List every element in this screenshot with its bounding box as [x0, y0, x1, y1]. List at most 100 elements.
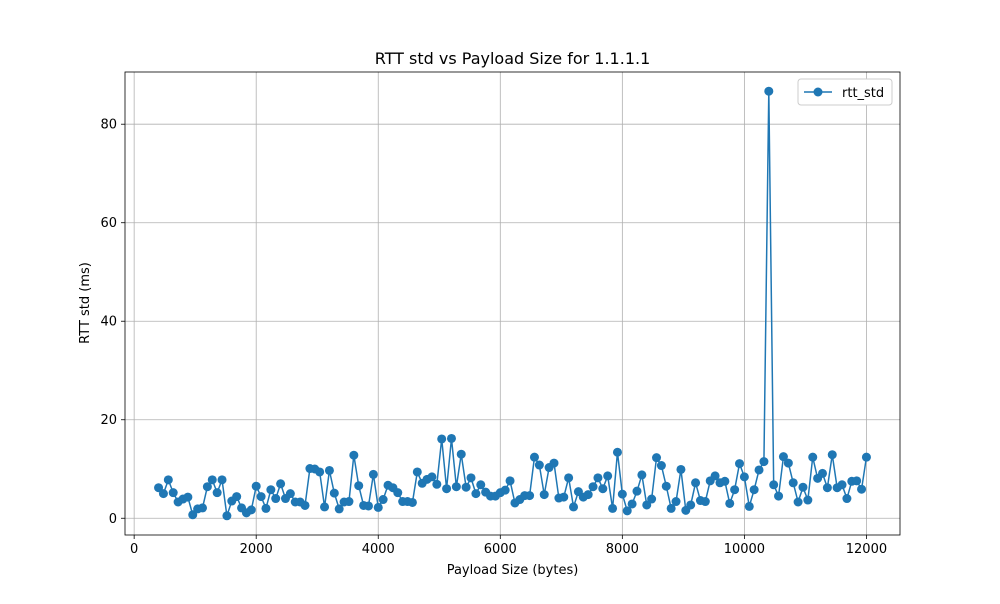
data-point [627, 499, 637, 509]
data-point [451, 482, 461, 492]
data-point [222, 511, 232, 521]
data-point [183, 492, 193, 502]
data-point [744, 501, 754, 511]
data-point [300, 500, 310, 510]
data-point [427, 472, 437, 482]
data-point [256, 492, 266, 502]
x-tick-label: 0 [130, 542, 138, 557]
data-point [261, 503, 271, 513]
data-point [642, 500, 652, 510]
data-point [798, 482, 808, 492]
data-point [778, 452, 788, 462]
data-point [559, 492, 569, 502]
data-point [769, 480, 779, 490]
data-point [539, 490, 549, 500]
legend: rtt_std [797, 78, 893, 106]
data-point [637, 470, 647, 480]
data-point [368, 469, 378, 479]
data-point [793, 497, 803, 507]
legend-marker-swatch [813, 87, 823, 97]
data-point [788, 478, 798, 488]
data-point [549, 458, 559, 468]
x-axis-ticks: 0 2000 4000 6000 8000 10000 12000 [130, 535, 887, 557]
data-point [168, 488, 178, 498]
data-point [808, 452, 818, 462]
data-point [232, 492, 242, 502]
x-tick-label: 12000 [846, 542, 887, 557]
data-point [783, 458, 793, 468]
data-point [774, 491, 784, 501]
data-point [617, 489, 627, 499]
data-point [344, 497, 354, 507]
data-point [603, 471, 613, 481]
data-point [476, 480, 486, 490]
y-tick-label: 20 [100, 413, 117, 428]
data-point [202, 482, 212, 492]
chart-title: RTT std vs Payload Size for 1.1.1.1 [375, 49, 651, 68]
data-point [271, 494, 281, 504]
data-point [285, 489, 295, 499]
data-point [861, 452, 871, 462]
data-point [749, 485, 759, 495]
data-point [710, 471, 720, 481]
data-point [466, 473, 476, 483]
data-point [686, 500, 696, 510]
data-point [735, 459, 745, 469]
data-point [569, 502, 579, 512]
data-point [822, 483, 832, 493]
data-point [700, 497, 710, 507]
data-point [720, 476, 730, 486]
x-axis-label: Payload Size (bytes) [447, 563, 579, 578]
y-axis-label: RTT std (ms) [78, 262, 93, 344]
data-point [837, 480, 847, 490]
data-point [276, 479, 286, 489]
data-point [471, 489, 481, 499]
data-point [754, 465, 764, 475]
data-point [266, 485, 276, 495]
data-point [529, 452, 539, 462]
x-tick-label: 6000 [484, 542, 517, 557]
data-point [691, 478, 701, 488]
data-point [251, 481, 261, 491]
data-point [188, 510, 198, 520]
data-point [412, 467, 422, 477]
data-point [827, 450, 837, 460]
data-point [393, 488, 403, 498]
data-point [334, 504, 344, 514]
data-point [432, 479, 442, 489]
data-point [163, 475, 173, 485]
data-point [588, 482, 598, 492]
data-point [764, 86, 774, 96]
data-point [676, 464, 686, 474]
data-point [593, 473, 603, 483]
data-point [207, 475, 217, 485]
plot-frame [124, 71, 901, 536]
data-point [246, 505, 256, 515]
data-point [818, 468, 827, 478]
data-point [324, 465, 334, 475]
data-point [154, 483, 164, 493]
data-point [329, 488, 339, 498]
data-point [661, 481, 671, 491]
x-tick-label: 8000 [606, 542, 639, 557]
y-tick-label: 0 [109, 512, 117, 527]
data-point [446, 433, 456, 443]
data-point [852, 476, 862, 486]
x-tick-label: 2000 [240, 542, 273, 557]
series-markers [154, 86, 871, 521]
data-point [442, 484, 452, 494]
data-point [725, 498, 735, 508]
data-point [666, 503, 676, 513]
data-point [842, 494, 852, 504]
data-point [534, 460, 544, 470]
data-point [315, 467, 325, 477]
data-point [647, 494, 657, 504]
y-axis-ticks: 0 20 40 60 80 [100, 118, 125, 527]
data-point [198, 503, 207, 513]
data-point [505, 476, 515, 486]
data-point [349, 450, 359, 460]
data-point [461, 482, 471, 492]
data-point [373, 502, 383, 512]
data-point [407, 497, 417, 507]
